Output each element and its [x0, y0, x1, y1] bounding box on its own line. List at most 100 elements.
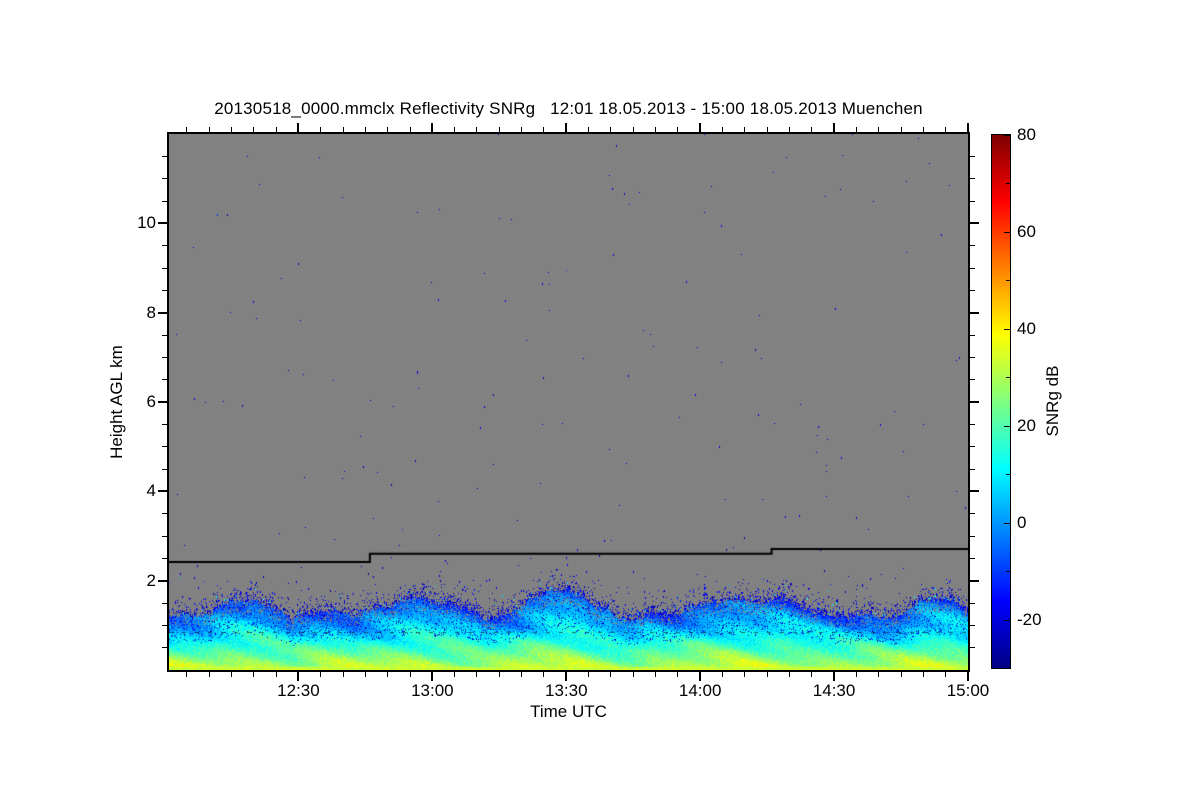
x-minor-tick [721, 127, 723, 132]
y-minor-tick [970, 289, 975, 291]
x-minor-tick [677, 672, 679, 677]
x-minor-tick [922, 672, 924, 677]
y-minor-tick [162, 356, 167, 358]
x-minor-tick [744, 672, 746, 677]
y-minor-tick [162, 155, 167, 157]
x-minor-tick [275, 672, 277, 677]
x-minor-tick [588, 127, 590, 132]
y-major-tick [158, 311, 167, 314]
x-minor-tick [811, 672, 813, 677]
x-minor-tick [878, 672, 880, 677]
x-minor-tick [230, 672, 232, 677]
x-major-tick [431, 123, 434, 132]
colorbar-major-tick [1004, 425, 1010, 427]
x-minor-tick [476, 672, 478, 677]
y-minor-tick [162, 334, 167, 336]
x-minor-tick [855, 672, 857, 677]
colorbar-major-tick [1004, 328, 1010, 330]
y-minor-tick [162, 245, 167, 247]
x-minor-tick [454, 127, 456, 132]
colorbar-minor-tick [1006, 280, 1010, 282]
x-minor-tick [900, 672, 902, 677]
x-minor-tick [543, 127, 545, 132]
x-major-tick [565, 672, 568, 681]
y-minor-tick [970, 468, 975, 470]
x-minor-tick [610, 127, 612, 132]
x-minor-tick [677, 127, 679, 132]
x-minor-tick [788, 127, 790, 132]
y-minor-tick [970, 602, 975, 604]
plot-frame [167, 132, 970, 672]
colorbar-tick-label: 0 [1017, 512, 1027, 532]
x-minor-tick [387, 127, 389, 132]
y-minor-tick [970, 178, 975, 180]
x-minor-tick [275, 127, 277, 132]
colorbar-minor-tick [1006, 183, 1010, 185]
x-minor-tick [900, 127, 902, 132]
x-minor-tick [186, 127, 188, 132]
y-minor-tick [970, 356, 975, 358]
x-minor-tick [766, 672, 768, 677]
y-tick-label: 6 [146, 392, 156, 411]
y-minor-tick [162, 379, 167, 381]
y-minor-tick [162, 423, 167, 425]
colorbar-tick-label: 20 [1017, 415, 1036, 435]
x-tick-label: 14:30 [812, 681, 856, 700]
x-minor-tick [655, 672, 657, 677]
x-tick-label: 15:00 [946, 681, 990, 700]
y-minor-tick [162, 624, 167, 626]
colorbar-major-tick [1004, 522, 1010, 524]
y-minor-tick [970, 513, 975, 515]
x-minor-tick [342, 127, 344, 132]
x-major-tick [699, 123, 702, 132]
heatmap-canvas [169, 134, 968, 670]
x-major-tick [833, 672, 836, 681]
y-major-tick [158, 401, 167, 403]
y-minor-tick [162, 289, 167, 291]
x-tick-label: 13:00 [411, 681, 454, 700]
x-minor-tick [208, 672, 210, 677]
y-minor-tick [970, 423, 975, 425]
x-minor-tick [610, 672, 612, 677]
x-minor-tick [744, 127, 746, 132]
x-minor-tick [498, 672, 500, 677]
x-minor-tick [364, 127, 366, 132]
y-minor-tick [970, 446, 975, 448]
x-minor-tick [945, 127, 947, 132]
y-minor-tick [162, 468, 167, 470]
x-minor-tick [945, 672, 947, 677]
y-major-tick [158, 490, 167, 493]
y-major-tick [970, 579, 979, 582]
x-major-tick [699, 672, 702, 681]
y-minor-tick [970, 557, 975, 559]
x-minor-tick [476, 127, 478, 132]
y-major-tick [970, 401, 979, 403]
x-minor-tick [788, 672, 790, 677]
x-minor-tick [521, 127, 523, 132]
y-minor-tick [970, 245, 975, 247]
y-minor-tick [162, 178, 167, 180]
x-major-tick [967, 672, 969, 681]
colorbar-minor-tick [1006, 571, 1010, 573]
x-minor-tick [855, 127, 857, 132]
x-minor-tick [521, 672, 523, 677]
x-minor-tick [253, 672, 255, 677]
y-minor-tick [970, 535, 975, 537]
x-minor-tick [811, 127, 813, 132]
colorbar-frame [991, 134, 1011, 669]
x-minor-tick [342, 672, 344, 677]
y-tick-label: 10 [137, 213, 156, 233]
colorbar-label: SNRg dB [1043, 365, 1062, 437]
y-major-tick [970, 311, 979, 314]
x-minor-tick [186, 672, 188, 677]
colorbar-major-tick [1004, 231, 1010, 233]
y-major-tick [158, 222, 167, 225]
x-major-tick [297, 672, 300, 681]
y-minor-tick [162, 557, 167, 559]
x-minor-tick [387, 672, 389, 677]
y-minor-tick [162, 200, 167, 202]
x-minor-tick [320, 672, 322, 677]
y-minor-tick [970, 647, 975, 649]
colorbar-minor-tick [1006, 474, 1010, 476]
